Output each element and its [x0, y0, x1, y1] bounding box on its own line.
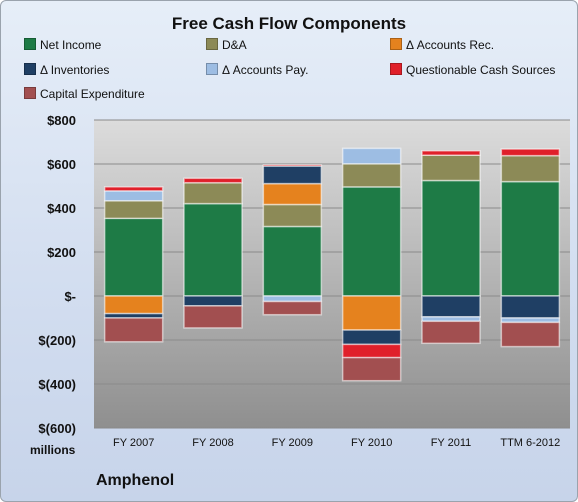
legend-item-da: D&A	[206, 38, 247, 52]
legend-swatch	[206, 63, 218, 75]
bar-segment	[341, 356, 402, 382]
gridlines	[94, 119, 570, 429]
bar-segment	[500, 154, 561, 183]
bar-segment	[341, 147, 402, 165]
bar-segment	[103, 190, 164, 202]
bar-segment	[500, 148, 561, 157]
y-axis-ticks: $800 $600 $400 $200 $- $(200) $(400) $(600)	[38, 113, 76, 436]
x-tick-label: FY 2009	[272, 437, 313, 449]
legend-swatch	[24, 63, 36, 75]
chart-title: Free Cash Flow Components	[171, 14, 407, 33]
bar-segment	[262, 225, 323, 297]
y-tick-label: $(200)	[38, 333, 76, 348]
x-tick-label: FY 2008	[192, 437, 233, 449]
y-tick-label: $(600)	[38, 421, 76, 436]
bar-segment	[183, 305, 243, 329]
units-label: millions	[30, 443, 76, 457]
y-tick-label: $600	[47, 157, 76, 172]
legend-label: Questionable Cash Sources	[406, 63, 556, 77]
bar-segment	[421, 295, 481, 318]
bars	[103, 147, 561, 382]
bar-segment	[103, 295, 164, 315]
bar-segment	[421, 154, 481, 182]
legend-swatch	[390, 63, 402, 75]
bar-segment	[262, 295, 323, 303]
bar-segment	[262, 203, 323, 228]
y-tick-label: $-	[64, 289, 76, 304]
company-name: Amphenol	[96, 472, 175, 489]
bar-segment	[421, 150, 481, 156]
legend-label: Δ Inventories	[40, 63, 110, 77]
bar-segment	[103, 317, 164, 343]
bar-segment	[262, 300, 323, 316]
bar-segment	[103, 186, 164, 192]
legend-item-accounts-pay: Δ Accounts Pay.	[206, 63, 309, 77]
legend-swatch	[390, 38, 402, 50]
x-tick-label: FY 2010	[351, 437, 392, 449]
x-tick-label: TTM 6-2012	[500, 437, 560, 449]
y-tick-label: $400	[47, 201, 76, 216]
bar-segment	[500, 295, 561, 319]
legend-label: D&A	[222, 38, 247, 52]
bar-segment	[500, 321, 561, 348]
x-tick-label: FY 2011	[431, 437, 472, 449]
plot-background	[94, 120, 570, 428]
bar-segment	[262, 164, 323, 167]
legend-item-inventories: Δ Inventories	[24, 63, 109, 77]
legend-item-accounts-rec: Δ Accounts Rec.	[390, 38, 494, 52]
bar-segment	[341, 295, 402, 331]
bar-segment	[103, 217, 164, 297]
bar-segment	[262, 165, 323, 185]
y-tick-label: $800	[47, 113, 76, 128]
legend-label: Net Income	[40, 38, 102, 52]
bar-segment	[183, 177, 243, 184]
bar-segment	[103, 199, 164, 220]
bar-segment	[183, 181, 243, 205]
bar-segment	[341, 186, 402, 297]
bar-segment	[500, 180, 561, 297]
legend-swatch	[24, 87, 36, 99]
legend-swatch	[24, 38, 36, 50]
legend-swatch	[206, 38, 218, 50]
bar-segment	[341, 329, 402, 346]
legend-item-net-income: Net Income	[24, 38, 101, 52]
bar-segment	[421, 179, 481, 297]
bar-segment	[421, 320, 481, 345]
bar-segment	[183, 202, 243, 297]
legend-label: Δ Accounts Pay.	[222, 63, 309, 77]
legend-item-questionable-cash: Questionable Cash Sources	[390, 63, 555, 77]
bar-segment	[183, 295, 243, 307]
x-tick-label: FY 2007	[113, 437, 154, 449]
y-tick-label: $(400)	[38, 377, 76, 392]
bar-segment	[341, 343, 402, 359]
legend-label: Capital Expenditure	[40, 87, 145, 101]
bar-segment	[262, 182, 323, 206]
y-tick-label: $200	[47, 245, 76, 260]
x-axis-ticks: FY 2007 FY 2008 FY 2009 FY 2010 FY 2011 TTM 6…	[113, 437, 560, 449]
legend-label: Δ Accounts Rec.	[406, 38, 495, 52]
bar-segment	[341, 163, 402, 188]
legend-item-capex: Capital Expenditure	[24, 87, 145, 101]
